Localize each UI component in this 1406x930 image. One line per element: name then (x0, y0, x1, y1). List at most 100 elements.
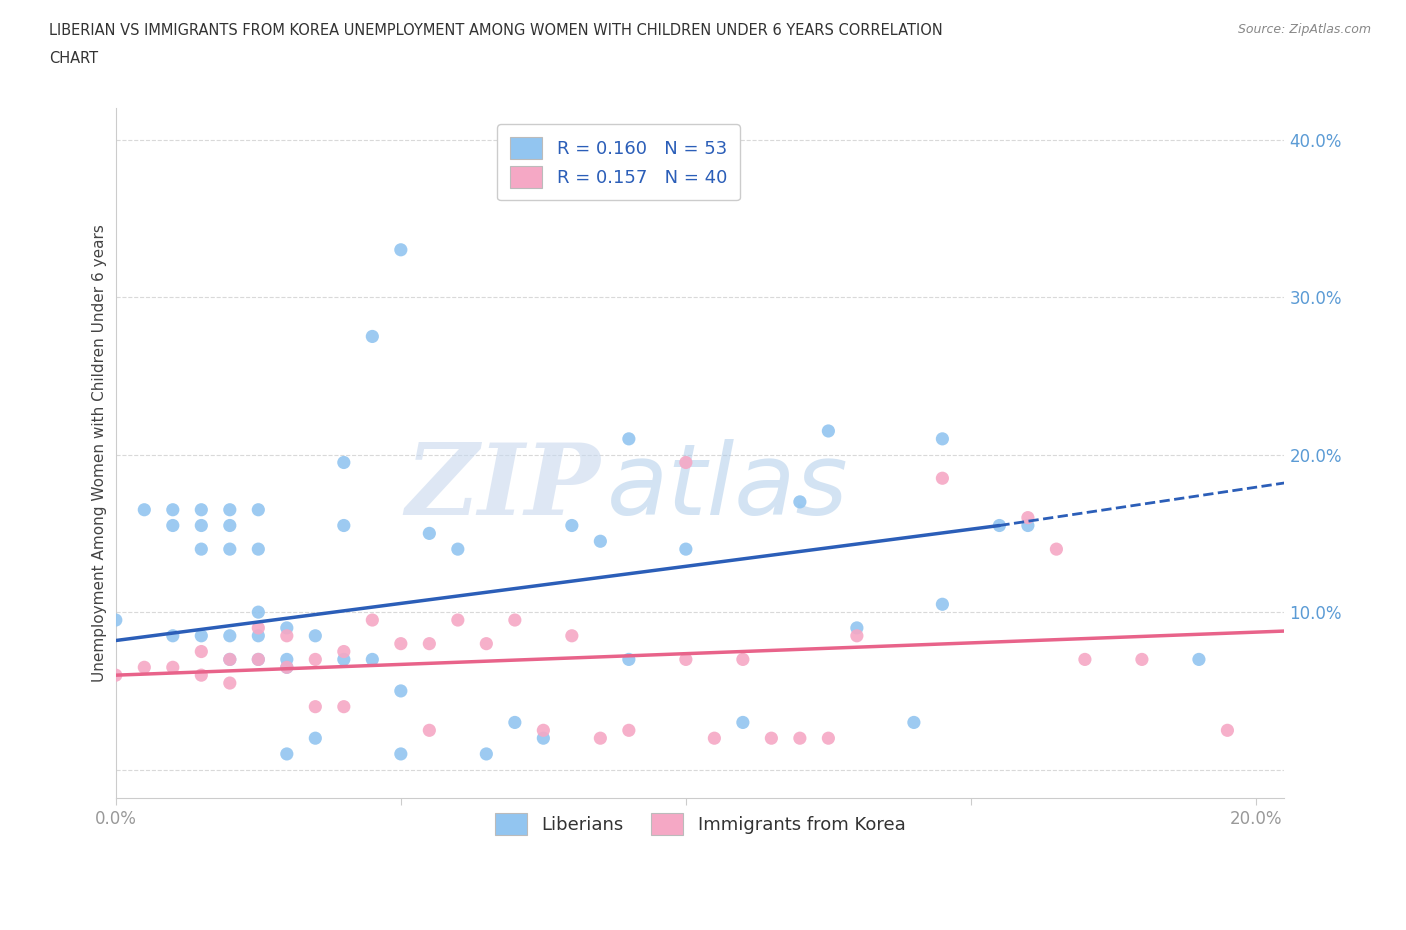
Point (218, 675, 240, 690)
Point (276, 652, 298, 667)
Point (761, 731, 783, 746)
Text: LIBERIAN VS IMMIGRANTS FROM KOREA UNEMPLOYMENT AMONG WOMEN WITH CHILDREN UNDER 6: LIBERIAN VS IMMIGRANTS FROM KOREA UNEMPL… (49, 23, 943, 38)
Point (389, 636, 412, 651)
Point (247, 620, 270, 635)
Point (475, 636, 498, 651)
Point (617, 432, 640, 446)
Point (190, 629, 212, 644)
Point (561, 629, 583, 644)
Point (389, 747, 412, 762)
Point (789, 731, 811, 746)
Point (190, 541, 212, 556)
Point (104, 613, 127, 628)
Point (190, 668, 212, 683)
Point (789, 495, 811, 510)
Point (389, 684, 412, 698)
Point (218, 652, 240, 667)
Point (1216, 723, 1239, 737)
Point (304, 629, 326, 644)
Point (503, 613, 526, 628)
Point (162, 660, 184, 675)
Point (247, 652, 270, 667)
Point (931, 597, 953, 612)
Point (190, 518, 212, 533)
Point (361, 613, 384, 628)
Y-axis label: Unemployment Among Women with Children Under 6 years: Unemployment Among Women with Children U… (93, 224, 107, 682)
Point (333, 455, 356, 470)
Point (531, 723, 554, 737)
Point (845, 620, 868, 635)
Point (247, 652, 270, 667)
Point (475, 747, 498, 762)
Point (190, 502, 212, 517)
Point (361, 652, 384, 667)
Legend: Liberians, Immigrants from Korea: Liberians, Immigrants from Korea (482, 801, 918, 847)
Point (333, 518, 356, 533)
Point (162, 502, 184, 517)
Point (218, 629, 240, 644)
Point (447, 613, 470, 628)
Point (703, 731, 725, 746)
Point (276, 747, 298, 762)
Point (418, 526, 440, 541)
Point (617, 652, 640, 667)
Point (675, 455, 697, 470)
Point (104, 668, 127, 683)
Point (247, 502, 270, 517)
Point (561, 518, 583, 533)
Point (817, 423, 839, 438)
Point (218, 541, 240, 556)
Point (276, 660, 298, 675)
Point (1045, 541, 1067, 556)
Point (589, 731, 612, 746)
Point (675, 541, 697, 556)
Point (333, 644, 356, 659)
Point (1017, 511, 1039, 525)
Point (389, 243, 412, 258)
Point (333, 652, 356, 667)
Point (276, 620, 298, 635)
Point (190, 644, 212, 659)
Point (447, 541, 470, 556)
Point (817, 731, 839, 746)
Point (276, 629, 298, 644)
Point (162, 518, 184, 533)
Point (903, 715, 925, 730)
Point (276, 660, 298, 675)
Point (247, 541, 270, 556)
Point (304, 652, 326, 667)
Point (675, 652, 697, 667)
Point (418, 636, 440, 651)
Point (218, 652, 240, 667)
Point (845, 629, 868, 644)
Text: Source: ZipAtlas.com: Source: ZipAtlas.com (1237, 23, 1371, 36)
Point (418, 723, 440, 737)
Point (589, 534, 612, 549)
Point (304, 699, 326, 714)
Text: atlas: atlas (606, 439, 848, 536)
Point (247, 629, 270, 644)
Point (503, 715, 526, 730)
Point (731, 715, 754, 730)
Point (531, 731, 554, 746)
Point (931, 471, 953, 485)
Point (1074, 652, 1097, 667)
Point (1130, 652, 1153, 667)
Point (1017, 518, 1039, 533)
Point (731, 652, 754, 667)
Point (988, 518, 1011, 533)
Text: ZIP: ZIP (406, 439, 600, 536)
Point (218, 502, 240, 517)
Point (134, 502, 156, 517)
Point (304, 731, 326, 746)
Point (931, 432, 953, 446)
Point (247, 604, 270, 619)
Point (218, 518, 240, 533)
Point (361, 329, 384, 344)
Point (162, 629, 184, 644)
Point (617, 723, 640, 737)
Point (134, 660, 156, 675)
Text: CHART: CHART (49, 51, 98, 66)
Point (1188, 652, 1211, 667)
Point (333, 699, 356, 714)
